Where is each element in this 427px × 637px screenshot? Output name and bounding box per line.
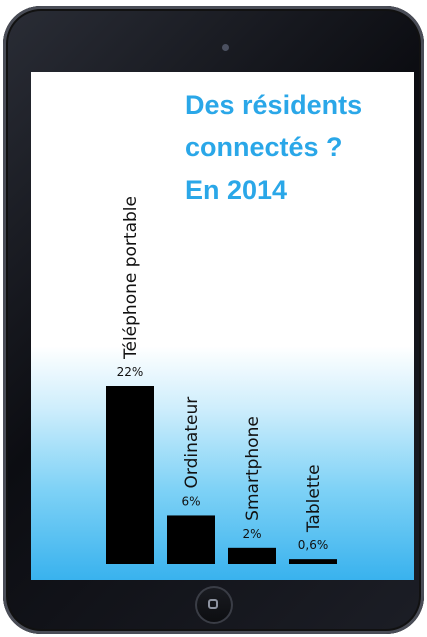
chart-title-line-1: Des résidents bbox=[185, 90, 363, 120]
bar-ordinateur bbox=[167, 515, 215, 564]
tablet-screen: Des résidents connectés ? En 2014 22% Tél… bbox=[31, 72, 414, 580]
category-label-telephone-portable: Téléphone portable bbox=[121, 196, 141, 360]
home-square-icon bbox=[208, 599, 218, 609]
home-button[interactable] bbox=[195, 586, 233, 624]
value-label-smartphone: 2% bbox=[242, 527, 261, 541]
category-label-smartphone: Smartphone bbox=[243, 416, 263, 521]
camera-icon bbox=[222, 44, 229, 51]
value-label-telephone-portable: 22% bbox=[117, 365, 144, 379]
category-label-ordinateur: Ordinateur bbox=[182, 397, 202, 489]
value-label-ordinateur: 6% bbox=[181, 494, 200, 508]
value-label-tablette: 0,6% bbox=[298, 538, 329, 552]
category-label-tablette: Tablette bbox=[304, 464, 324, 533]
bar-chart: 22% Téléphone portable 6% Ordinateur 2% Smart… bbox=[106, 196, 337, 564]
bar-telephone-portable bbox=[106, 386, 154, 564]
chart-title-line-2: connectés ? bbox=[185, 132, 343, 162]
bar-tablette bbox=[289, 559, 337, 564]
bar-smartphone bbox=[228, 547, 276, 564]
chart-title-line-3: En 2014 bbox=[185, 175, 288, 205]
